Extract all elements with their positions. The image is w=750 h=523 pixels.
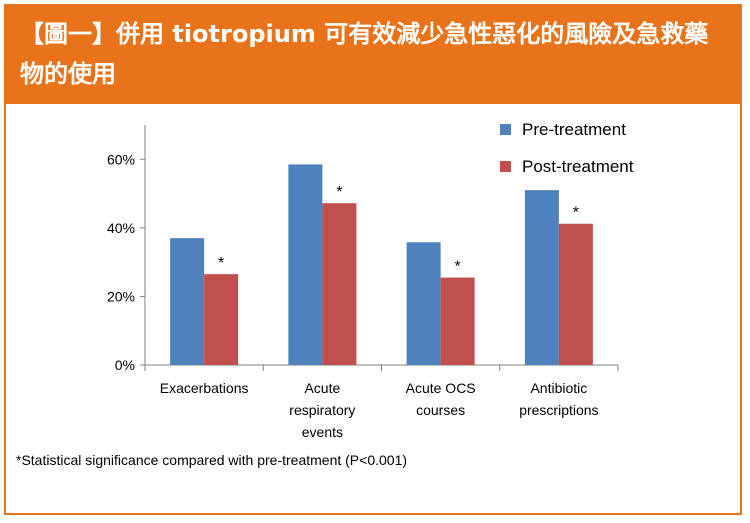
x-category-label-line: events <box>302 424 343 440</box>
x-category-label-line: courses <box>416 402 465 418</box>
significance-marker: * <box>336 184 342 201</box>
x-category-label-line: prescriptions <box>519 402 598 418</box>
x-category-label: Acute respiratory events <box>289 380 355 440</box>
x-category-label-line: Acute OCS <box>406 380 476 396</box>
footnote: *Statistical significance compared with … <box>16 452 408 468</box>
y-tick-label: 40% <box>107 220 135 236</box>
x-category-label: Acute OCS courses <box>406 380 476 418</box>
significance-marker: * <box>218 255 224 272</box>
header-banner: 【圖一】併用 tiotropium 可有效減少急性惡化的風險及急救藥物的使用 <box>6 6 740 104</box>
bar-pre-treatment <box>288 164 323 365</box>
legend-swatch <box>500 124 511 135</box>
bar-pre-treatment <box>406 242 441 365</box>
y-tick-label: 0% <box>115 357 135 373</box>
bar-pre-treatment <box>170 238 205 365</box>
bar-post-treatment <box>440 277 475 365</box>
significance-marker: * <box>455 259 461 276</box>
figure-frame: 【圖一】併用 tiotropium 可有效減少急性惡化的風險及急救藥物的使用 <box>4 4 742 515</box>
significance-marker: * <box>573 205 579 222</box>
bar-pre-treatment <box>524 190 559 365</box>
bar-post-treatment <box>322 203 357 365</box>
bar-post-treatment <box>204 274 239 365</box>
y-tick-label: 60% <box>107 151 135 167</box>
legend-swatch <box>500 161 511 172</box>
x-category-label-line: Exacerbations <box>160 380 249 396</box>
y-tick-label: 20% <box>107 288 135 304</box>
legend-label: Pre-treatment <box>522 120 626 139</box>
x-category-label-line: respiratory <box>289 402 355 418</box>
bar-post-treatment <box>558 223 593 365</box>
x-category-label: Exacerbations <box>160 380 249 396</box>
x-category-label-line: Acute <box>304 380 340 396</box>
x-category-label-line: Antibiotic <box>530 380 587 396</box>
x-category-label: Antibiotic prescriptions <box>519 380 598 418</box>
figure-title: 【圖一】併用 tiotropium 可有效減少急性惡化的風險及急救藥物的使用 <box>20 20 709 88</box>
legend-label: Post-treatment <box>522 157 634 176</box>
